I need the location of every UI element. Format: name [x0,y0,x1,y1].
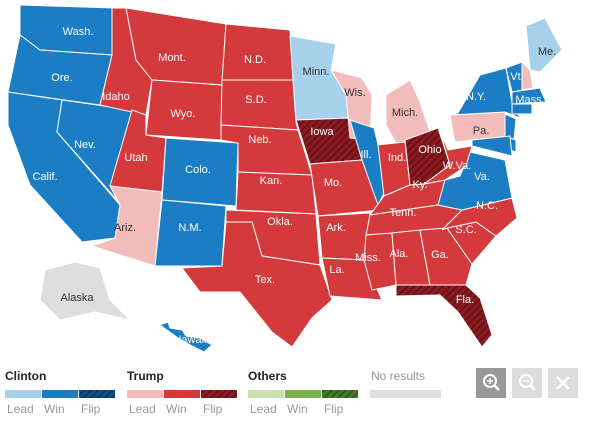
state-label: Ariz. [114,222,136,234]
legend-swatch [42,390,78,398]
state-label: Ky. [412,179,427,191]
state [395,284,493,348]
legend-item: Win [287,402,308,416]
state-label: Tex. [255,274,275,286]
state-label: Miss. [355,252,381,264]
legend: Clinton Lead Win Flip Trump Lead Win Flip Others… [5,369,441,416]
state [525,17,563,73]
legend-item: Flip [324,402,344,416]
state [90,185,163,267]
legend-swatch [164,390,200,398]
legend-swatch [285,390,321,398]
state-label: La. [329,264,344,276]
state-label: N.C. [476,200,498,212]
state-label: Nev. [74,139,96,151]
legend-swatch [248,390,284,398]
states [7,4,563,353]
state-label: Calif. [32,171,57,183]
state-label: Alaska [60,292,94,304]
state [181,221,333,348]
state-label: Utah [124,152,147,164]
state-label: Pa. [473,125,490,137]
state-label: Wis. [344,87,365,99]
legend-swatch [201,390,237,398]
zoom-in-button[interactable] [476,368,506,398]
state [220,79,299,131]
state [39,261,132,321]
state-label: Ala. [390,248,409,260]
legend-item: Win [44,402,65,416]
state-label: Okla. [267,216,293,228]
state-label: Iowa [310,126,334,138]
legend-item: Lead [250,402,277,416]
legend-title: No results [371,369,425,383]
state-labels: Wash. Ore. Calif. Nev. Idaho Mont. Wyo. Utah Ari… [32,26,556,346]
legend-item: Flip [203,402,223,416]
zoom-out-button[interactable] [512,368,542,398]
state [437,151,513,211]
state-label: Ill. [361,149,372,161]
state-label: Mont. [158,52,186,64]
legend-swatch [79,390,115,398]
state-label: Ohio [418,144,441,156]
reset-button[interactable] [548,368,578,398]
state-label: Hawaii [173,334,206,346]
state-label: Vt. [510,71,523,83]
state [423,131,473,185]
state-label: Mo. [324,177,342,189]
state-label: S.C. [455,224,476,236]
legend-swatch [5,390,41,398]
state-label: Wyo. [171,108,196,120]
legend-item: Win [166,402,187,416]
legend-item: Flip [81,402,101,416]
state [221,23,294,81]
state-label: Minn. [303,66,330,78]
legend-title: Clinton [5,369,46,383]
state-label: Fla. [456,294,474,306]
legend-swatch [127,390,163,398]
legend-title: Others [248,369,287,383]
legend-swatch [370,390,441,398]
state-label: Mich. [392,107,418,119]
state-label: Ark. [326,222,346,234]
state-label: N.D. [244,54,266,66]
state-label: Ore. [51,72,72,84]
state-label: Ga. [431,249,449,261]
state-label: Va. [474,171,490,183]
state [521,60,534,91]
legend-swatch [322,390,358,398]
legend-item: Lead [7,402,34,416]
state-label: W.Va. [443,160,472,172]
state [511,103,533,115]
state [471,135,513,157]
state [419,227,473,286]
state-label: Colo. [185,164,211,176]
state-label: N.M. [178,222,201,234]
state-label: Neb. [248,134,271,146]
state-label: Ind. [388,152,406,164]
state [363,232,397,291]
state-label: Kan. [260,175,283,187]
state [349,119,389,207]
state-label: S.D. [245,94,266,106]
state-label: N.Y. [466,91,486,103]
state-label: Tenn. [390,207,417,219]
state [511,87,547,105]
state [158,321,213,353]
legend-item: Lead [129,402,156,416]
state-label: Mass. [515,94,544,106]
state-label: Me. [538,46,556,58]
legend-title: Trump [127,369,164,383]
state-label: Wash. [63,26,94,38]
state-label: Idaho [102,91,130,103]
